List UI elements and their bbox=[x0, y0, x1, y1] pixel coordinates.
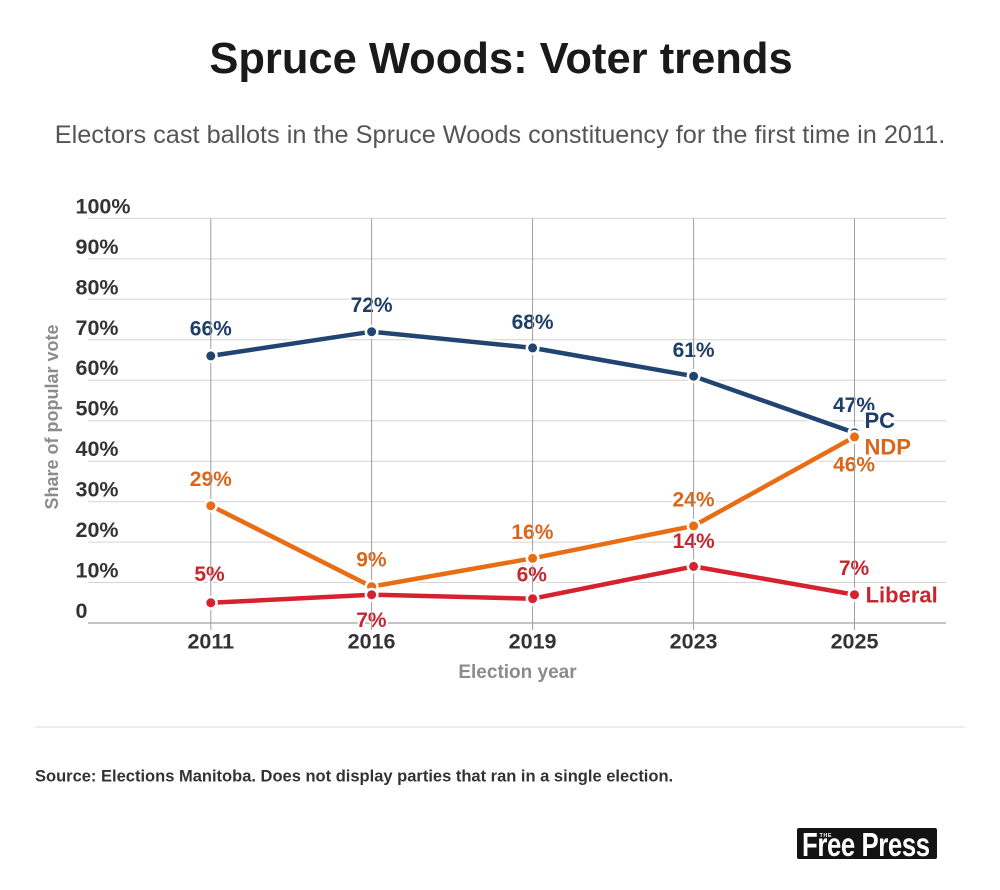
svg-text:2019: 2019 bbox=[509, 630, 557, 654]
svg-text:Electors cast ballots in the S: Electors cast ballots in the Spruce Wood… bbox=[55, 121, 946, 149]
svg-text:2023: 2023 bbox=[670, 630, 718, 654]
svg-text:70%: 70% bbox=[76, 316, 119, 340]
svg-text:2011: 2011 bbox=[187, 630, 234, 654]
svg-text:Election year: Election year bbox=[458, 662, 577, 683]
svg-text:0: 0 bbox=[76, 599, 88, 623]
svg-text:20%: 20% bbox=[76, 518, 119, 542]
svg-text:10%: 10% bbox=[76, 559, 119, 583]
svg-text:80%: 80% bbox=[76, 275, 119, 299]
svg-text:THE: THE bbox=[820, 833, 833, 839]
svg-text:60%: 60% bbox=[76, 356, 119, 380]
svg-text:6%: 6% bbox=[517, 564, 548, 587]
svg-text:100%: 100% bbox=[76, 194, 131, 218]
svg-text:50%: 50% bbox=[76, 397, 119, 421]
svg-text:Source: Elections Manitoba. Do: Source: Elections Manitoba. Does not dis… bbox=[35, 768, 673, 786]
svg-text:NDP: NDP bbox=[865, 435, 911, 460]
svg-text:2016: 2016 bbox=[348, 630, 396, 654]
svg-text:PC: PC bbox=[865, 408, 896, 433]
svg-text:Share of popular vote: Share of popular vote bbox=[42, 324, 62, 509]
svg-text:2025: 2025 bbox=[831, 630, 879, 654]
svg-text:90%: 90% bbox=[76, 235, 119, 259]
svg-text:Liberal: Liberal bbox=[866, 582, 938, 607]
svg-text:5%: 5% bbox=[194, 563, 225, 586]
svg-text:Spruce Woods: Voter trends: Spruce Woods: Voter trends bbox=[209, 35, 792, 83]
svg-text:30%: 30% bbox=[76, 478, 119, 502]
svg-text:Free Press: Free Press bbox=[802, 827, 930, 864]
svg-text:40%: 40% bbox=[76, 437, 119, 461]
